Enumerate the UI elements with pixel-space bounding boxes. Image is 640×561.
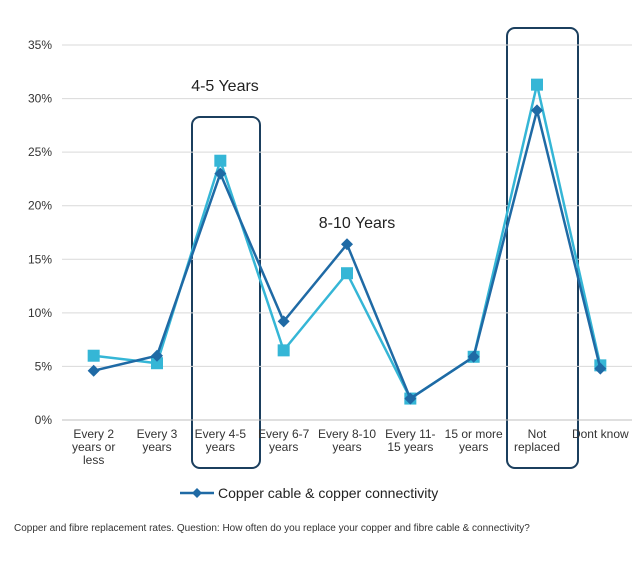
x-tick-label: Dont know bbox=[571, 427, 629, 441]
highlight-box bbox=[506, 27, 579, 469]
x-tick-label: Every 8-10 years bbox=[317, 427, 377, 454]
data-point bbox=[214, 154, 227, 167]
data-point bbox=[151, 357, 163, 370]
y-tick-label: 20% bbox=[28, 199, 52, 213]
data-point bbox=[277, 344, 290, 357]
data-point bbox=[531, 78, 543, 91]
y-tick-label: 25% bbox=[28, 145, 52, 159]
x-tick-label: Every 11-15 years bbox=[385, 427, 436, 454]
data-point bbox=[341, 267, 353, 280]
data-point bbox=[87, 364, 100, 377]
caption: Copper and fibre replacement rates. Ques… bbox=[14, 523, 530, 534]
data-point bbox=[341, 238, 353, 251]
legend-label: Copper cable & copper connectivity bbox=[218, 485, 438, 501]
y-tick-label: 0% bbox=[35, 413, 53, 427]
highlight-box bbox=[191, 116, 261, 469]
x-tick-label: Not replaced bbox=[513, 427, 561, 454]
data-point bbox=[467, 350, 480, 363]
data-point bbox=[214, 167, 227, 180]
data-point bbox=[531, 104, 543, 117]
data-point bbox=[594, 362, 607, 375]
x-tick-label: Every 3 years bbox=[136, 427, 178, 454]
y-tick-label: 10% bbox=[28, 306, 52, 320]
data-point bbox=[151, 349, 163, 362]
x-tick-label: Every 4-5 years bbox=[194, 427, 246, 454]
annotation: 8-10 Years bbox=[319, 215, 396, 232]
x-tick-label: Every 6-7 years bbox=[257, 427, 310, 454]
y-tick-label: 35% bbox=[28, 38, 52, 52]
y-tick-label: 30% bbox=[28, 92, 52, 106]
y-tick-label: 15% bbox=[28, 252, 52, 266]
data-point bbox=[87, 349, 100, 362]
data-point bbox=[277, 315, 290, 328]
series-line bbox=[93, 110, 602, 401]
x-tick-label: 15 or more years bbox=[444, 427, 503, 454]
y-tick-label: 5% bbox=[35, 359, 53, 373]
annotation: 4-5 Years bbox=[191, 78, 259, 95]
legend-marker bbox=[192, 488, 202, 498]
x-tick-label: Every 2 years or less bbox=[71, 427, 116, 467]
data-point bbox=[404, 392, 417, 405]
